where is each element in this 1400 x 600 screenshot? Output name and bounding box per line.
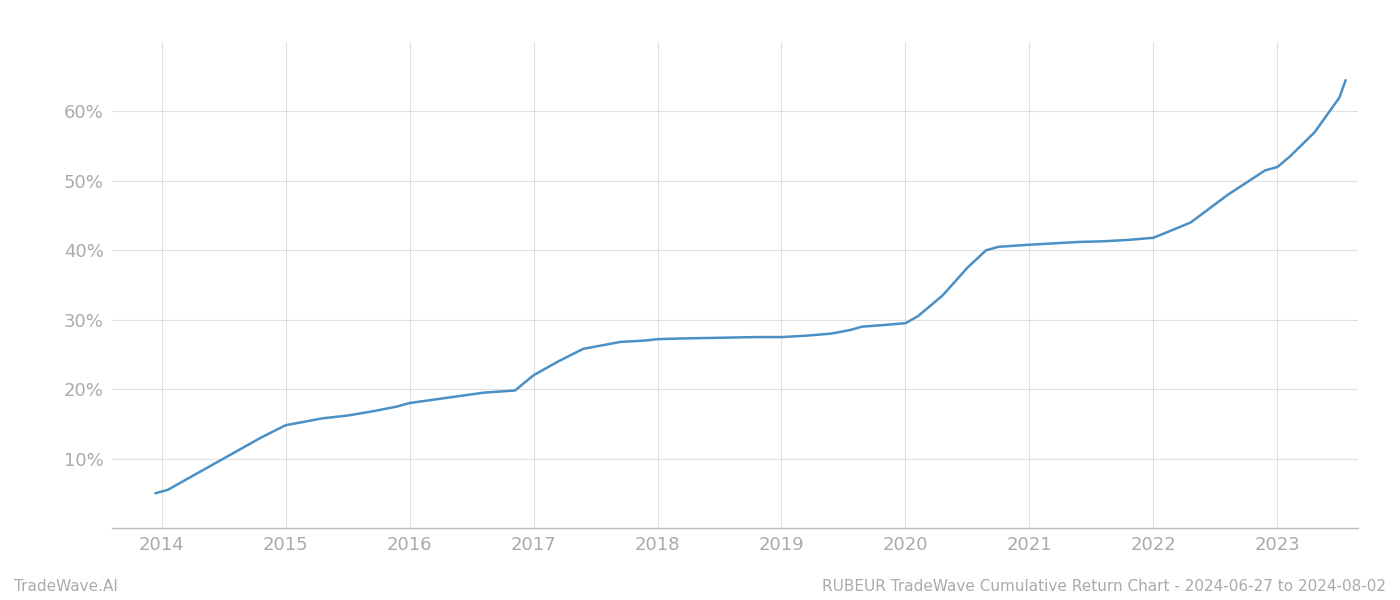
Text: RUBEUR TradeWave Cumulative Return Chart - 2024-06-27 to 2024-08-02: RUBEUR TradeWave Cumulative Return Chart… — [822, 579, 1386, 594]
Text: TradeWave.AI: TradeWave.AI — [14, 579, 118, 594]
